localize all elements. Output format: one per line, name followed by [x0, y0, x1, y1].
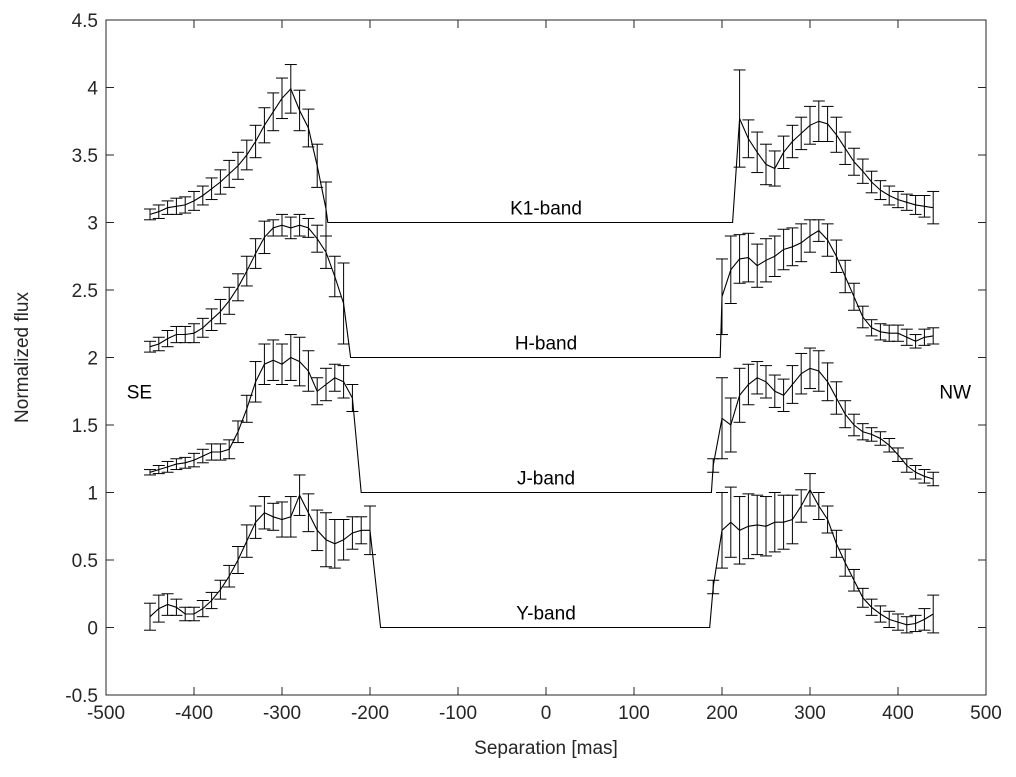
x-axis-title: Separation [mas] [474, 738, 618, 759]
x-tick-label: -100 [439, 703, 477, 724]
series-label-y-band: Y-band [516, 604, 576, 625]
series-line [149, 87, 934, 224]
x-tick-label: 100 [618, 703, 650, 724]
x-tick-label: 200 [706, 703, 738, 724]
y-tick-label: 0 [87, 619, 98, 640]
y-axis-title: Normalized flux [12, 292, 33, 423]
ticks-layer: -500 -400 -300 -200 -100 0 100 200 300 400 500 -0.5… [65, 11, 1002, 724]
x-tick-label: 0 [541, 703, 552, 724]
annotation-se: SE [127, 382, 152, 403]
x-tick-label: 500 [970, 703, 1002, 724]
series-layer [144, 64, 940, 634]
y-tick-label: 1 [87, 484, 98, 505]
series-line [149, 488, 934, 629]
y-tick-label: 2 [87, 349, 98, 370]
y-tick-label: 3 [87, 214, 98, 235]
x-tick-label: 400 [882, 703, 914, 724]
series-label-k1-band: K1-band [510, 199, 582, 220]
series-line [149, 224, 934, 359]
y-tick-label: 4.5 [72, 11, 98, 32]
series-label-h-band: H-band [515, 334, 577, 355]
y-tick-label: 3.5 [72, 146, 98, 167]
series-k1-band [144, 64, 940, 237]
series-j-band [144, 334, 940, 494]
annotation-nw: NW [939, 382, 971, 403]
x-tick-label: -300 [263, 703, 301, 724]
y-tick-label: 4 [87, 79, 98, 100]
x-tick-label: 300 [794, 703, 826, 724]
series-y-band [144, 473, 940, 634]
y-tick-label: 0.5 [72, 551, 98, 572]
series-h-band [144, 213, 940, 359]
series-label-j-band: J-band [517, 469, 575, 490]
y-tick-label: 2.5 [72, 281, 98, 302]
y-tick-label: -0.5 [65, 686, 98, 707]
x-tick-label: -500 [87, 703, 125, 724]
series-line [149, 356, 934, 494]
x-tick-label: -400 [175, 703, 213, 724]
y-tick-label: 1.5 [72, 416, 98, 437]
x-tick-label: -200 [351, 703, 389, 724]
